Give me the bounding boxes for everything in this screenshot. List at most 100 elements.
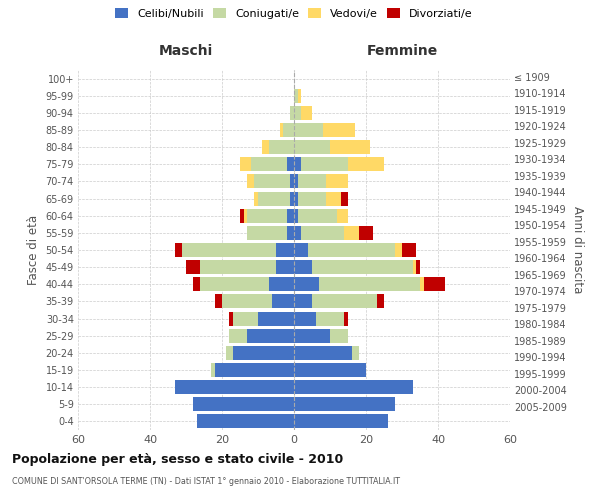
Bar	[215, 363, 294, 377]
Bar	[244, 208, 247, 222]
Bar	[312, 294, 377, 308]
Bar	[316, 312, 344, 326]
Bar	[247, 174, 254, 188]
Bar	[251, 158, 287, 172]
Bar	[294, 208, 298, 222]
Bar	[193, 398, 294, 411]
Bar	[200, 278, 269, 291]
Bar	[287, 208, 294, 222]
Bar	[290, 192, 294, 205]
Bar	[175, 243, 182, 257]
Bar	[229, 312, 233, 326]
Bar	[258, 312, 294, 326]
Bar	[312, 260, 413, 274]
Bar	[283, 123, 294, 137]
Bar	[326, 174, 348, 188]
Bar	[254, 192, 258, 205]
Bar	[298, 192, 326, 205]
Bar	[294, 158, 301, 172]
Bar	[290, 106, 294, 120]
Bar	[233, 346, 294, 360]
Bar	[301, 226, 344, 240]
Y-axis label: Fasce di età: Fasce di età	[27, 215, 40, 285]
Bar	[294, 192, 298, 205]
Bar	[294, 398, 395, 411]
Text: Maschi: Maschi	[159, 44, 213, 58]
Bar	[294, 260, 312, 274]
Bar	[247, 328, 294, 342]
Bar	[254, 174, 290, 188]
Bar	[269, 278, 294, 291]
Bar	[294, 88, 298, 102]
Bar	[344, 226, 359, 240]
Bar	[298, 88, 301, 102]
Bar	[294, 140, 330, 154]
Bar	[344, 312, 348, 326]
Bar	[294, 380, 413, 394]
Bar	[276, 243, 294, 257]
Bar	[287, 158, 294, 172]
Bar	[294, 106, 301, 120]
Bar	[359, 226, 373, 240]
Bar	[229, 328, 247, 342]
Bar	[247, 226, 287, 240]
Bar	[182, 243, 276, 257]
Bar	[337, 208, 348, 222]
Bar	[294, 243, 308, 257]
Bar	[402, 243, 416, 257]
Bar	[294, 123, 323, 137]
Bar	[186, 260, 200, 274]
Bar	[222, 294, 272, 308]
Bar	[247, 208, 287, 222]
Bar	[298, 174, 326, 188]
Bar	[294, 328, 330, 342]
Bar	[193, 278, 200, 291]
Bar	[308, 243, 395, 257]
Bar	[377, 294, 384, 308]
Bar	[240, 208, 244, 222]
Bar	[272, 294, 294, 308]
Bar	[352, 346, 359, 360]
Legend: Celibi/Nubili, Coniugati/e, Vedovi/e, Divorziati/e: Celibi/Nubili, Coniugati/e, Vedovi/e, Di…	[115, 8, 473, 19]
Bar	[175, 380, 294, 394]
Bar	[294, 363, 366, 377]
Bar	[233, 312, 258, 326]
Bar	[200, 260, 276, 274]
Bar	[294, 278, 319, 291]
Bar	[215, 294, 222, 308]
Bar	[258, 192, 290, 205]
Y-axis label: Anni di nascita: Anni di nascita	[571, 206, 584, 294]
Bar	[301, 158, 348, 172]
Bar	[323, 123, 355, 137]
Text: Popolazione per età, sesso e stato civile - 2010: Popolazione per età, sesso e stato civil…	[12, 452, 343, 466]
Bar	[298, 208, 337, 222]
Bar	[416, 260, 420, 274]
Bar	[240, 158, 251, 172]
Bar	[280, 123, 283, 137]
Text: COMUNE DI SANT'ORSOLA TERME (TN) - Dati ISTAT 1° gennaio 2010 - Elaborazione TUT: COMUNE DI SANT'ORSOLA TERME (TN) - Dati …	[12, 478, 400, 486]
Bar	[330, 328, 348, 342]
Bar	[301, 106, 312, 120]
Bar	[287, 226, 294, 240]
Bar	[420, 278, 424, 291]
Bar	[424, 278, 445, 291]
Bar	[294, 226, 301, 240]
Bar	[226, 346, 233, 360]
Bar	[341, 192, 348, 205]
Bar	[319, 278, 420, 291]
Bar	[294, 174, 298, 188]
Bar	[269, 140, 294, 154]
Bar	[197, 414, 294, 428]
Bar	[262, 140, 269, 154]
Bar	[211, 363, 215, 377]
Bar	[290, 174, 294, 188]
Bar	[395, 243, 402, 257]
Bar	[294, 312, 316, 326]
Text: Femmine: Femmine	[367, 44, 437, 58]
Bar	[348, 158, 384, 172]
Bar	[413, 260, 416, 274]
Bar	[294, 414, 388, 428]
Bar	[294, 294, 312, 308]
Bar	[294, 346, 352, 360]
Bar	[326, 192, 341, 205]
